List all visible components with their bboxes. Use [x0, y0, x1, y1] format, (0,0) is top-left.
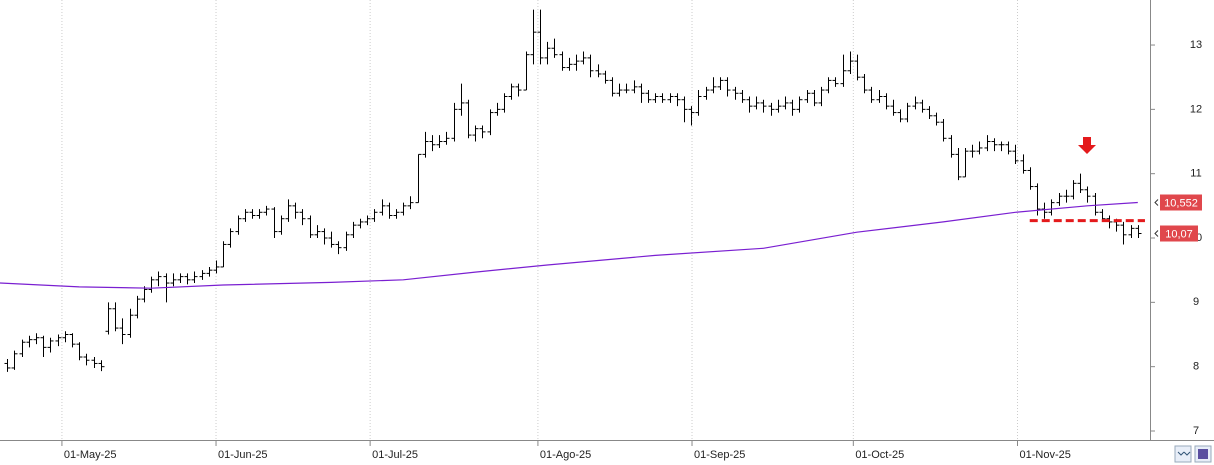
toolbar: [1174, 445, 1212, 463]
x-tick-label: 01-May-25: [64, 449, 117, 461]
x-tick-label: 01-Oct-25: [855, 449, 904, 461]
ohlc-bars: [4, 9, 1142, 372]
x-tick-label: 01-Jul-25: [372, 449, 418, 461]
x-tick-label: 01-Sep-25: [694, 449, 745, 461]
price-label-box: [1160, 194, 1202, 211]
price-label: 10,552: [1164, 197, 1198, 209]
y-tick-label: 8: [1193, 361, 1199, 373]
x-tick-label: 01-Jun-25: [218, 449, 268, 461]
y-tick-label: 11: [1190, 168, 1201, 180]
price-label: 10,07: [1165, 228, 1193, 240]
y-tick-label: 7: [1193, 425, 1199, 437]
price-marker: [1154, 230, 1159, 237]
annotation-arrow: [1078, 137, 1096, 154]
y-tick-label: 13: [1190, 39, 1202, 51]
price-marker: [1154, 199, 1159, 206]
save-icon: [1198, 449, 1208, 459]
x-tick-label: 01-Nov-25: [1020, 449, 1071, 461]
x-tick-label: 01-Ago-25: [540, 449, 591, 461]
y-tick-label: 9: [1193, 296, 1199, 308]
price-label-box: [1160, 225, 1198, 242]
scroll-button[interactable]: [1174, 445, 1192, 463]
moving-average-line: [0, 201, 1138, 289]
y-tick-label: 12: [1190, 103, 1202, 115]
scroll-icon: [1177, 451, 1191, 456]
